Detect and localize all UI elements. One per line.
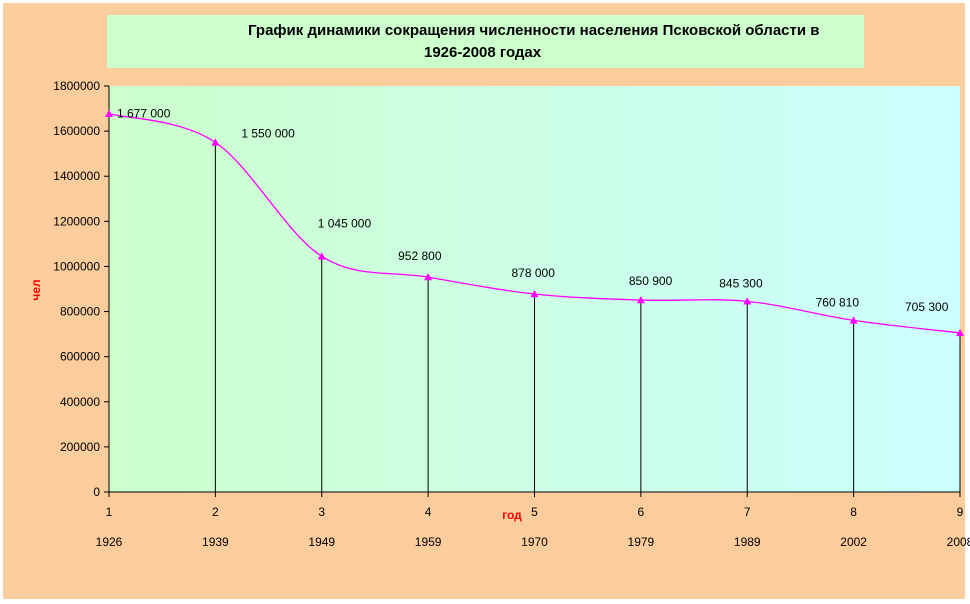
data-label: 1 677 000 <box>117 107 171 121</box>
x-year-label: 1949 <box>308 535 335 549</box>
y-tick-label: 800000 <box>60 305 100 319</box>
x-axis-title: год <box>502 508 522 522</box>
x-tick-label: 8 <box>850 505 857 519</box>
x-tick-label: 2 <box>212 505 219 519</box>
data-point <box>849 316 858 324</box>
x-year-label: 2002 <box>840 535 867 549</box>
x-year-label: 2008 <box>947 535 970 549</box>
data-label: 878 000 <box>512 266 556 280</box>
y-tick-label: 600000 <box>60 350 100 364</box>
x-axis: 1 1926 2 1939 3 1949 4 1959 5 1970 6 1979 7 1989 8 2002… <box>96 491 970 549</box>
data-label: 952 800 <box>398 249 442 263</box>
data-point <box>317 252 326 260</box>
x-tick-label: 6 <box>638 505 645 519</box>
y-tick-label: 1800000 <box>53 79 100 93</box>
markers <box>105 109 964 337</box>
data-point <box>743 297 752 305</box>
x-tick-label: 1 <box>106 505 113 519</box>
data-labels: 1 677 000 1 550 000 1 045 000 952 800 878 00… <box>117 107 949 314</box>
x-year-label: 1979 <box>628 535 655 549</box>
chart-title-line1: График динамики сокращения численности н… <box>248 22 820 39</box>
data-label: 705 300 <box>905 300 949 314</box>
data-label: 1 550 000 <box>241 126 295 140</box>
title-box <box>107 15 864 68</box>
x-year-label: 1989 <box>734 535 761 549</box>
y-tick-label: 1200000 <box>53 214 100 228</box>
x-year-label: 1970 <box>521 535 548 549</box>
data-point <box>211 138 220 146</box>
y-tick-label: 200000 <box>60 440 100 454</box>
x-tick-label: 3 <box>318 505 325 519</box>
x-year-label: 1959 <box>415 535 442 549</box>
x-tick-label: 4 <box>425 505 432 519</box>
data-point <box>105 109 113 117</box>
x-year-label: 1926 <box>96 535 123 549</box>
y-tick-label: 400000 <box>60 395 100 409</box>
data-label: 760 810 <box>816 295 860 309</box>
y-tick-label: 1600000 <box>53 124 100 138</box>
x-tick-label: 9 <box>957 505 964 519</box>
data-label: 845 300 <box>719 276 763 290</box>
data-label: 1 045 000 <box>318 216 372 230</box>
y-axis: 0 200000 400000 600000 800000 1000000 1200000 1… <box>53 79 110 499</box>
chart-title-line2: 1926-2008 годах <box>424 44 542 61</box>
drop-lines <box>214 142 961 492</box>
x-year-label: 1939 <box>202 535 229 549</box>
data-label: 850 900 <box>629 274 673 288</box>
y-axis-title: чел <box>29 279 43 300</box>
y-tick-label: 0 <box>93 485 100 499</box>
data-point <box>424 273 433 281</box>
x-tick-label: 5 <box>531 505 538 519</box>
y-tick-label: 1400000 <box>53 169 100 183</box>
y-tick-label: 1000000 <box>53 259 100 273</box>
data-point <box>956 328 964 337</box>
x-tick-label: 7 <box>744 505 751 519</box>
data-point <box>636 296 645 304</box>
data-point <box>530 289 539 298</box>
